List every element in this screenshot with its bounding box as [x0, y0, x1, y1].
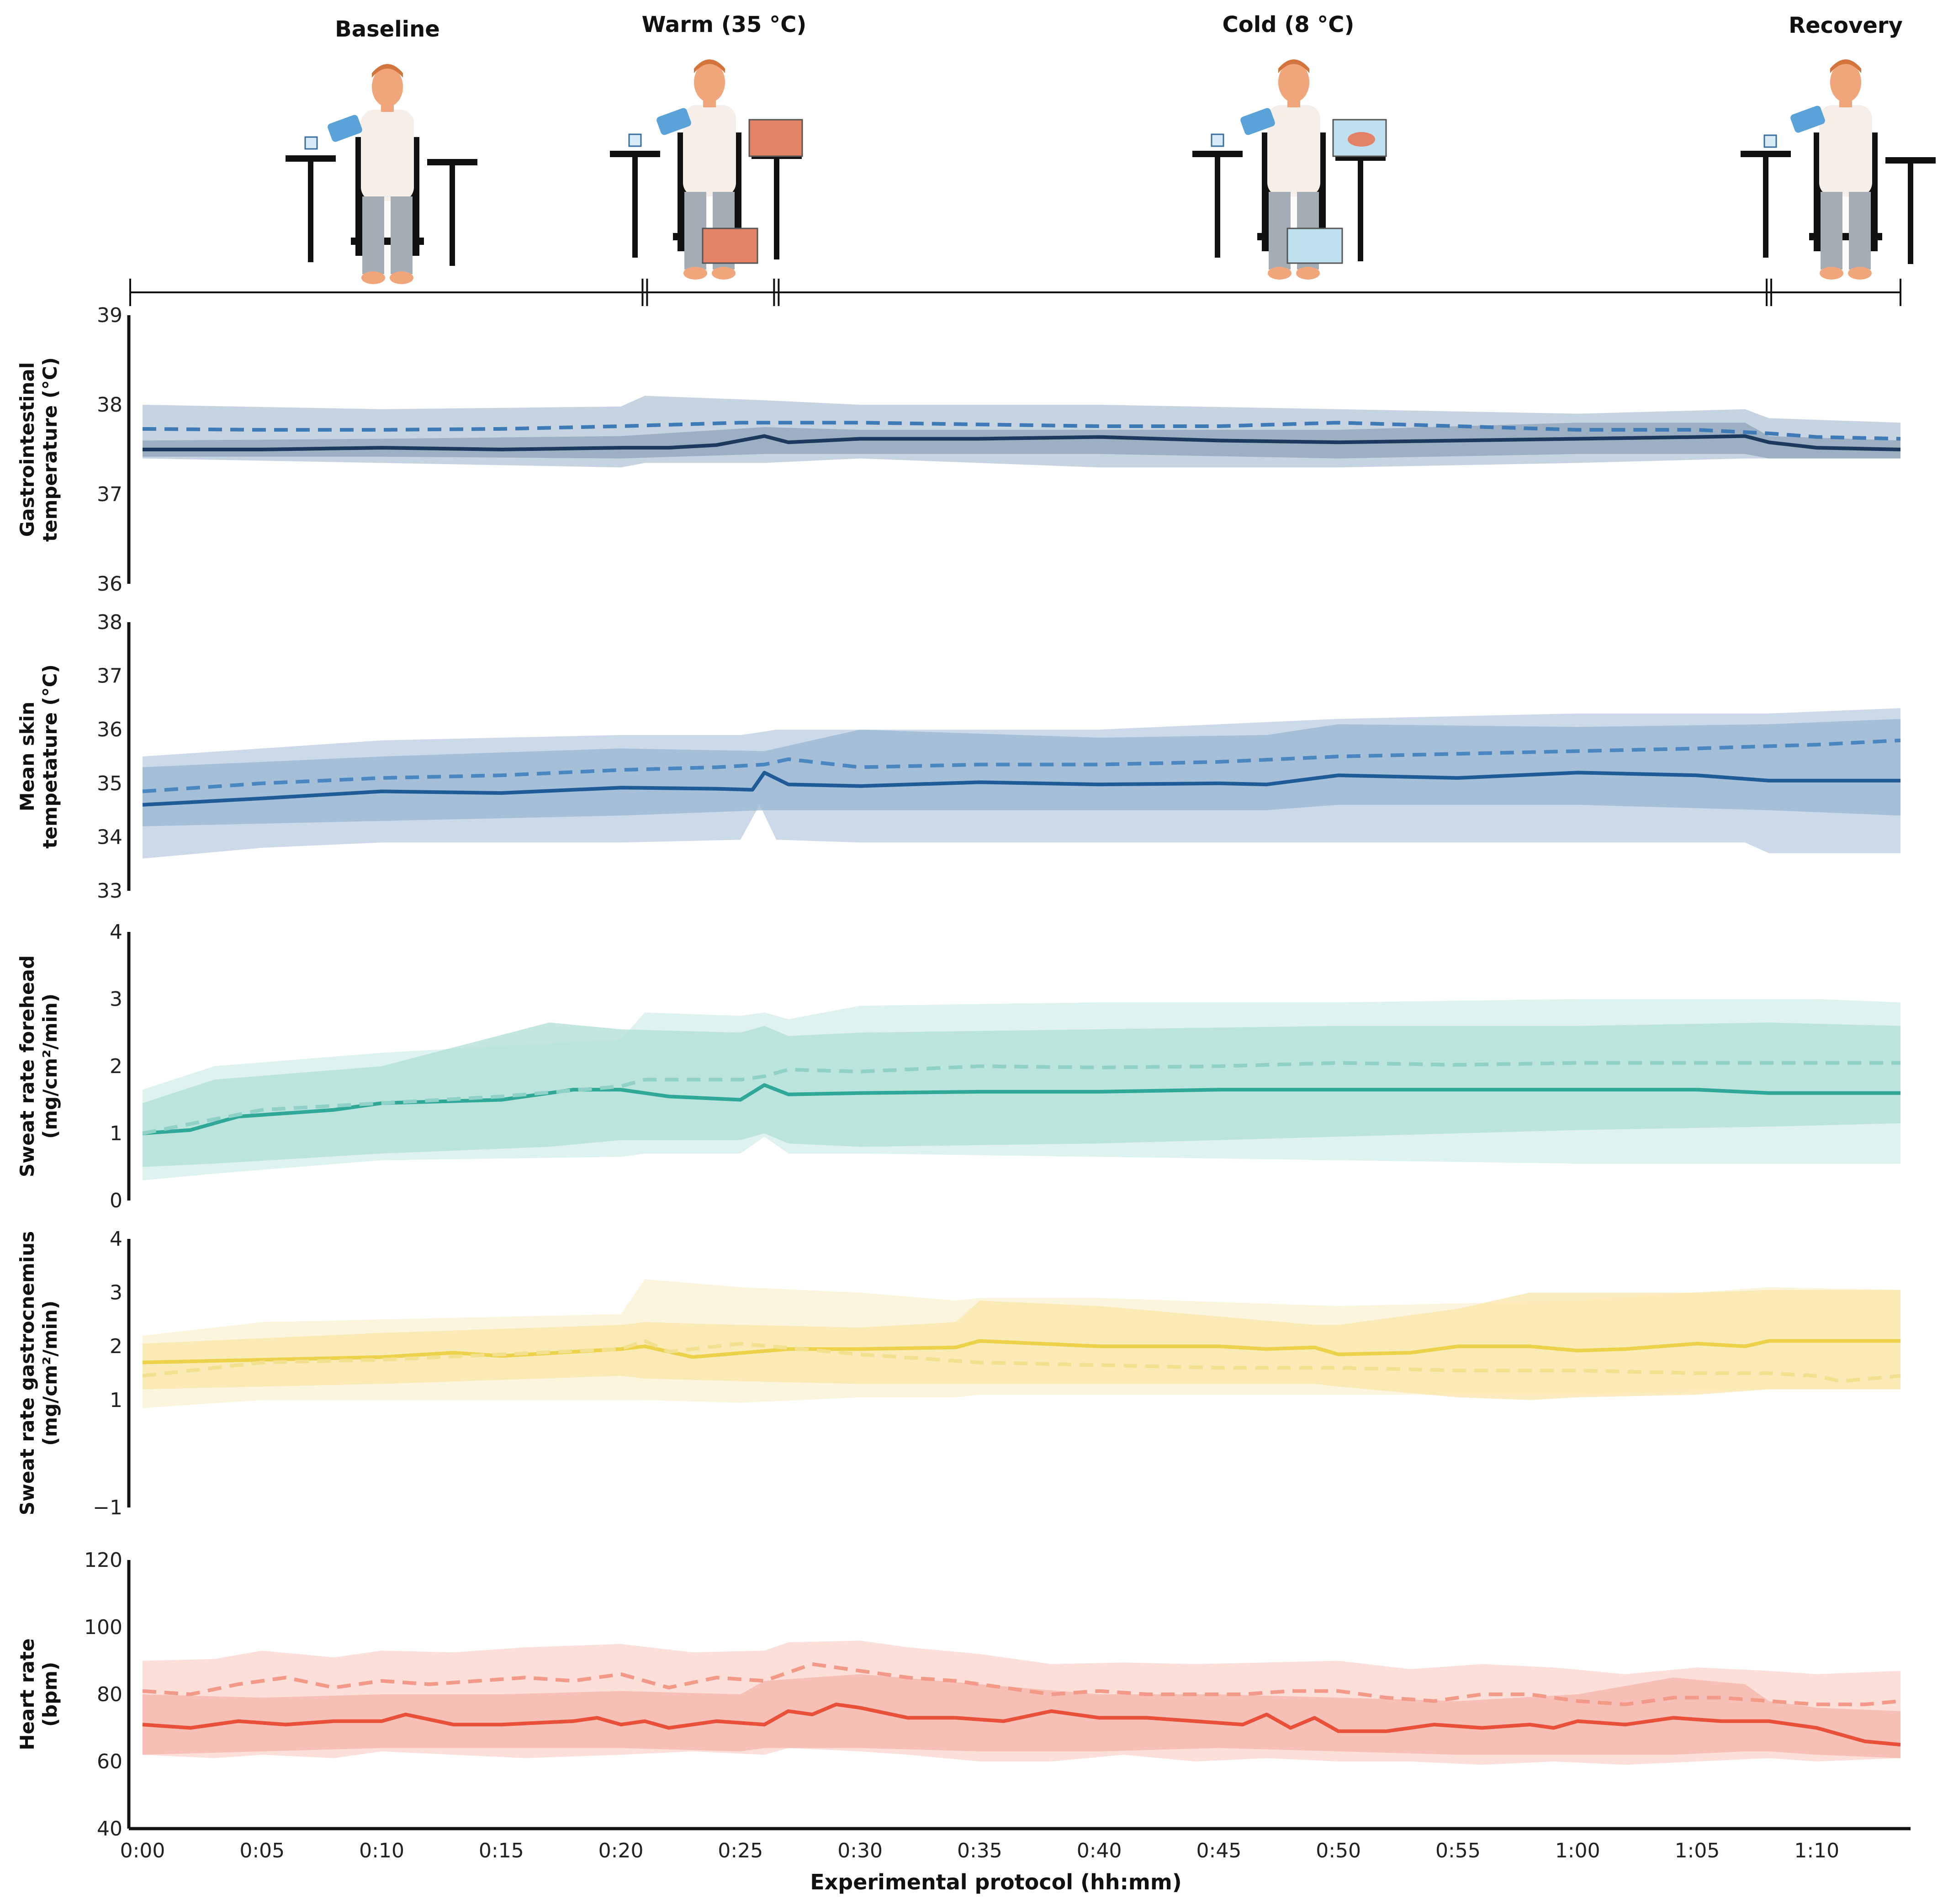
y-tick-label-panel-2: 38	[97, 611, 122, 634]
y-tick-label-panel-4: 1	[110, 1389, 122, 1412]
x-axis: 0:00 0:05 0:10 0:15 0:20 0:25 0:30 0:35 0:40 0:45…	[120, 1827, 1911, 1862]
band-inner-panel-2	[143, 719, 1900, 826]
x-axis-title: Experimental protocol (hh:mm)	[810, 1870, 1182, 1894]
x-tick-label: 0:50	[1316, 1839, 1361, 1862]
y-tick-label-panel-3: 4	[110, 920, 122, 944]
y-axis-title-panel-3: Sweat rate forehead(mg/cm²/min)	[16, 955, 61, 1177]
phase-bracket	[129, 279, 1901, 306]
panel-2: 33 34 35 36 37 38 Mean skintempetature (°C)	[16, 611, 1901, 903]
y-tick-label-panel-3: 2	[110, 1055, 122, 1078]
panel-5: 40 60 80 100 120 Heart rate(bpm)	[16, 1549, 1901, 1841]
illustration-baseline	[286, 64, 477, 284]
series-solid-panel-1	[143, 434, 1901, 451]
y-tick-label-panel-2: 33	[97, 879, 122, 903]
band-inner-panel-3	[143, 1022, 1900, 1167]
x-tick-label: 0:15	[479, 1839, 524, 1862]
illustration-recovery	[1741, 59, 1936, 280]
x-tick-label: 0:00	[120, 1839, 165, 1862]
x-tick-label: 0:10	[359, 1839, 404, 1862]
x-tick-label: 0:05	[239, 1839, 285, 1862]
y-tick-label-panel-3: 1	[110, 1122, 122, 1145]
panel-1: 36 37 38 39 Gastrointestinaltemperature (°C)	[16, 304, 1901, 596]
phase-label-warm: Warm (35 °C)	[642, 12, 807, 37]
x-tick-label: 0:20	[598, 1839, 644, 1862]
panel-3: 0 1 2 3 4 Sweat rate forehead(mg/cm²/min)	[16, 920, 1900, 1212]
y-tick-label-panel-3: 0	[110, 1189, 122, 1212]
illustration-warm	[610, 59, 803, 280]
y-tick-label-panel-4: 3	[110, 1281, 122, 1305]
x-tick-label: 0:45	[1196, 1839, 1242, 1862]
x-tick-label: 0:25	[718, 1839, 763, 1862]
y-tick-label-panel-4: 2	[110, 1335, 122, 1358]
series-dashed-panel-1	[142, 421, 1901, 441]
x-tick-label: 0:35	[957, 1839, 1002, 1862]
y-tick-label-panel-5: 120	[84, 1549, 122, 1572]
series-dashed-panel-2	[142, 738, 1901, 793]
series-dashed-panel-5	[142, 1662, 1901, 1707]
x-tick-label: 1:10	[1794, 1839, 1839, 1862]
x-tick-label: 1:05	[1675, 1839, 1720, 1862]
y-tick-label-panel-5: 60	[97, 1750, 122, 1773]
y-axis-title-panel-1: Gastrointestinaltemperature (°C)	[16, 357, 61, 542]
y-tick-label-panel-4: 4	[110, 1227, 122, 1251]
phase-labels: Baseline Warm (35 °C) Cold (8 °C) Recove…	[335, 12, 1903, 42]
y-tick-label-panel-3: 3	[110, 988, 122, 1011]
y-tick-label-panel-4: −1	[93, 1496, 122, 1519]
y-tick-label-panel-1: 37	[97, 483, 122, 506]
x-tick-label: 1:00	[1555, 1839, 1600, 1862]
y-tick-label-panel-2: 35	[97, 772, 122, 795]
y-tick-label-panel-1: 39	[97, 304, 122, 327]
y-axis-title-panel-2: Mean skintempetature (°C)	[16, 664, 61, 848]
y-tick-label-panel-5: 80	[97, 1683, 122, 1706]
phase-label-recovery: Recovery	[1789, 13, 1903, 38]
y-tick-label-panel-1: 38	[97, 393, 122, 417]
x-tick-label: 0:40	[1077, 1839, 1122, 1862]
x-tick-label: 0:55	[1435, 1839, 1481, 1862]
panel-4: −1 1 2 3 4 Sweat rate gastrocnemius(mg/cm²/mi…	[16, 1227, 1901, 1519]
y-tick-label-panel-5: 100	[84, 1616, 122, 1639]
phase-label-baseline: Baseline	[335, 16, 440, 42]
series-dashed-panel-4	[142, 1339, 1901, 1383]
x-tick-label: 0:30	[837, 1839, 883, 1862]
y-tick-label-panel-2: 37	[97, 665, 122, 688]
series-solid-panel-3	[142, 1083, 1900, 1135]
y-tick-label-panel-2: 36	[97, 718, 122, 741]
y-axis-title-panel-4: Sweat rate gastrocnemius(mg/cm²/min)	[16, 1231, 61, 1515]
series-solid-panel-2	[142, 771, 1900, 807]
y-tick-label-panel-2: 34	[97, 825, 122, 849]
chart-panels: 36 37 38 39 Gastrointestinaltemperature (°C)…	[16, 304, 1901, 1841]
y-tick-label-panel-1: 36	[97, 572, 122, 596]
series-solid-panel-5	[142, 1703, 1901, 1747]
series-dashed-panel-3	[142, 1061, 1900, 1135]
y-axis-title-panel-5: Heart rate(bpm)	[16, 1638, 61, 1750]
phase-label-cold: Cold (8 °C)	[1223, 12, 1355, 37]
band-inner-panel-4	[143, 1290, 1900, 1400]
illustration-cold	[1192, 59, 1387, 280]
y-tick-label-panel-5: 40	[97, 1817, 122, 1841]
